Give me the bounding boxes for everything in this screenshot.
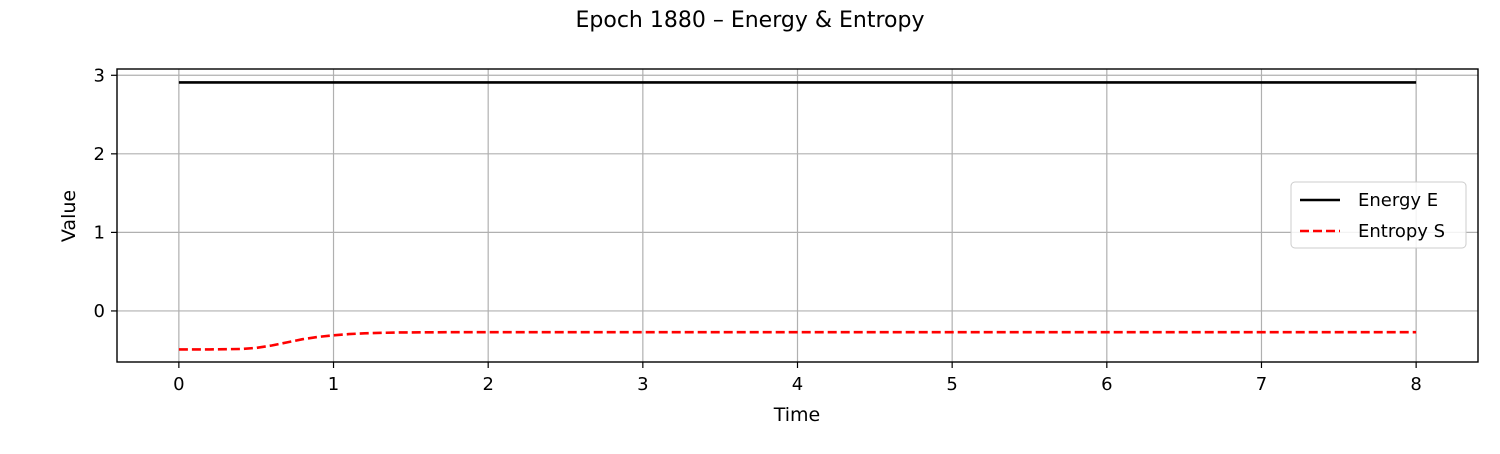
- x-tick-label: 1: [328, 374, 339, 395]
- x-tick-label: 0: [173, 374, 184, 395]
- x-tick-label: 5: [946, 374, 957, 395]
- series-line-entropy-s: [178, 330, 1417, 351]
- legend-label: Entropy S: [1358, 221, 1445, 242]
- x-tick-label: 6: [1101, 374, 1112, 395]
- x-axis-label: Time: [773, 404, 821, 426]
- x-tick-label: 4: [792, 374, 803, 395]
- series-lines: [178, 81, 1417, 351]
- y-axis-ticks: 0 1 2 3: [94, 65, 117, 322]
- legend: Energy E Entropy S: [1290, 181, 1467, 249]
- legend-label: Energy E: [1358, 190, 1438, 211]
- x-axis-ticks: 0 1 2 3 4 5 6 7 8: [173, 362, 1422, 395]
- chart-title: Epoch 1880 – Energy & Entropy: [576, 8, 925, 33]
- y-tick-label: 1: [94, 222, 105, 243]
- y-tick-label: 0: [94, 301, 105, 322]
- x-tick-label: 8: [1410, 374, 1421, 395]
- x-tick-label: 2: [482, 374, 493, 395]
- y-axis-label: Value: [58, 190, 80, 242]
- y-tick-label: 3: [94, 65, 105, 86]
- x-tick-label: 3: [637, 374, 648, 395]
- grid: [117, 69, 1478, 362]
- x-tick-label: 7: [1256, 374, 1267, 395]
- y-tick-label: 2: [94, 144, 105, 165]
